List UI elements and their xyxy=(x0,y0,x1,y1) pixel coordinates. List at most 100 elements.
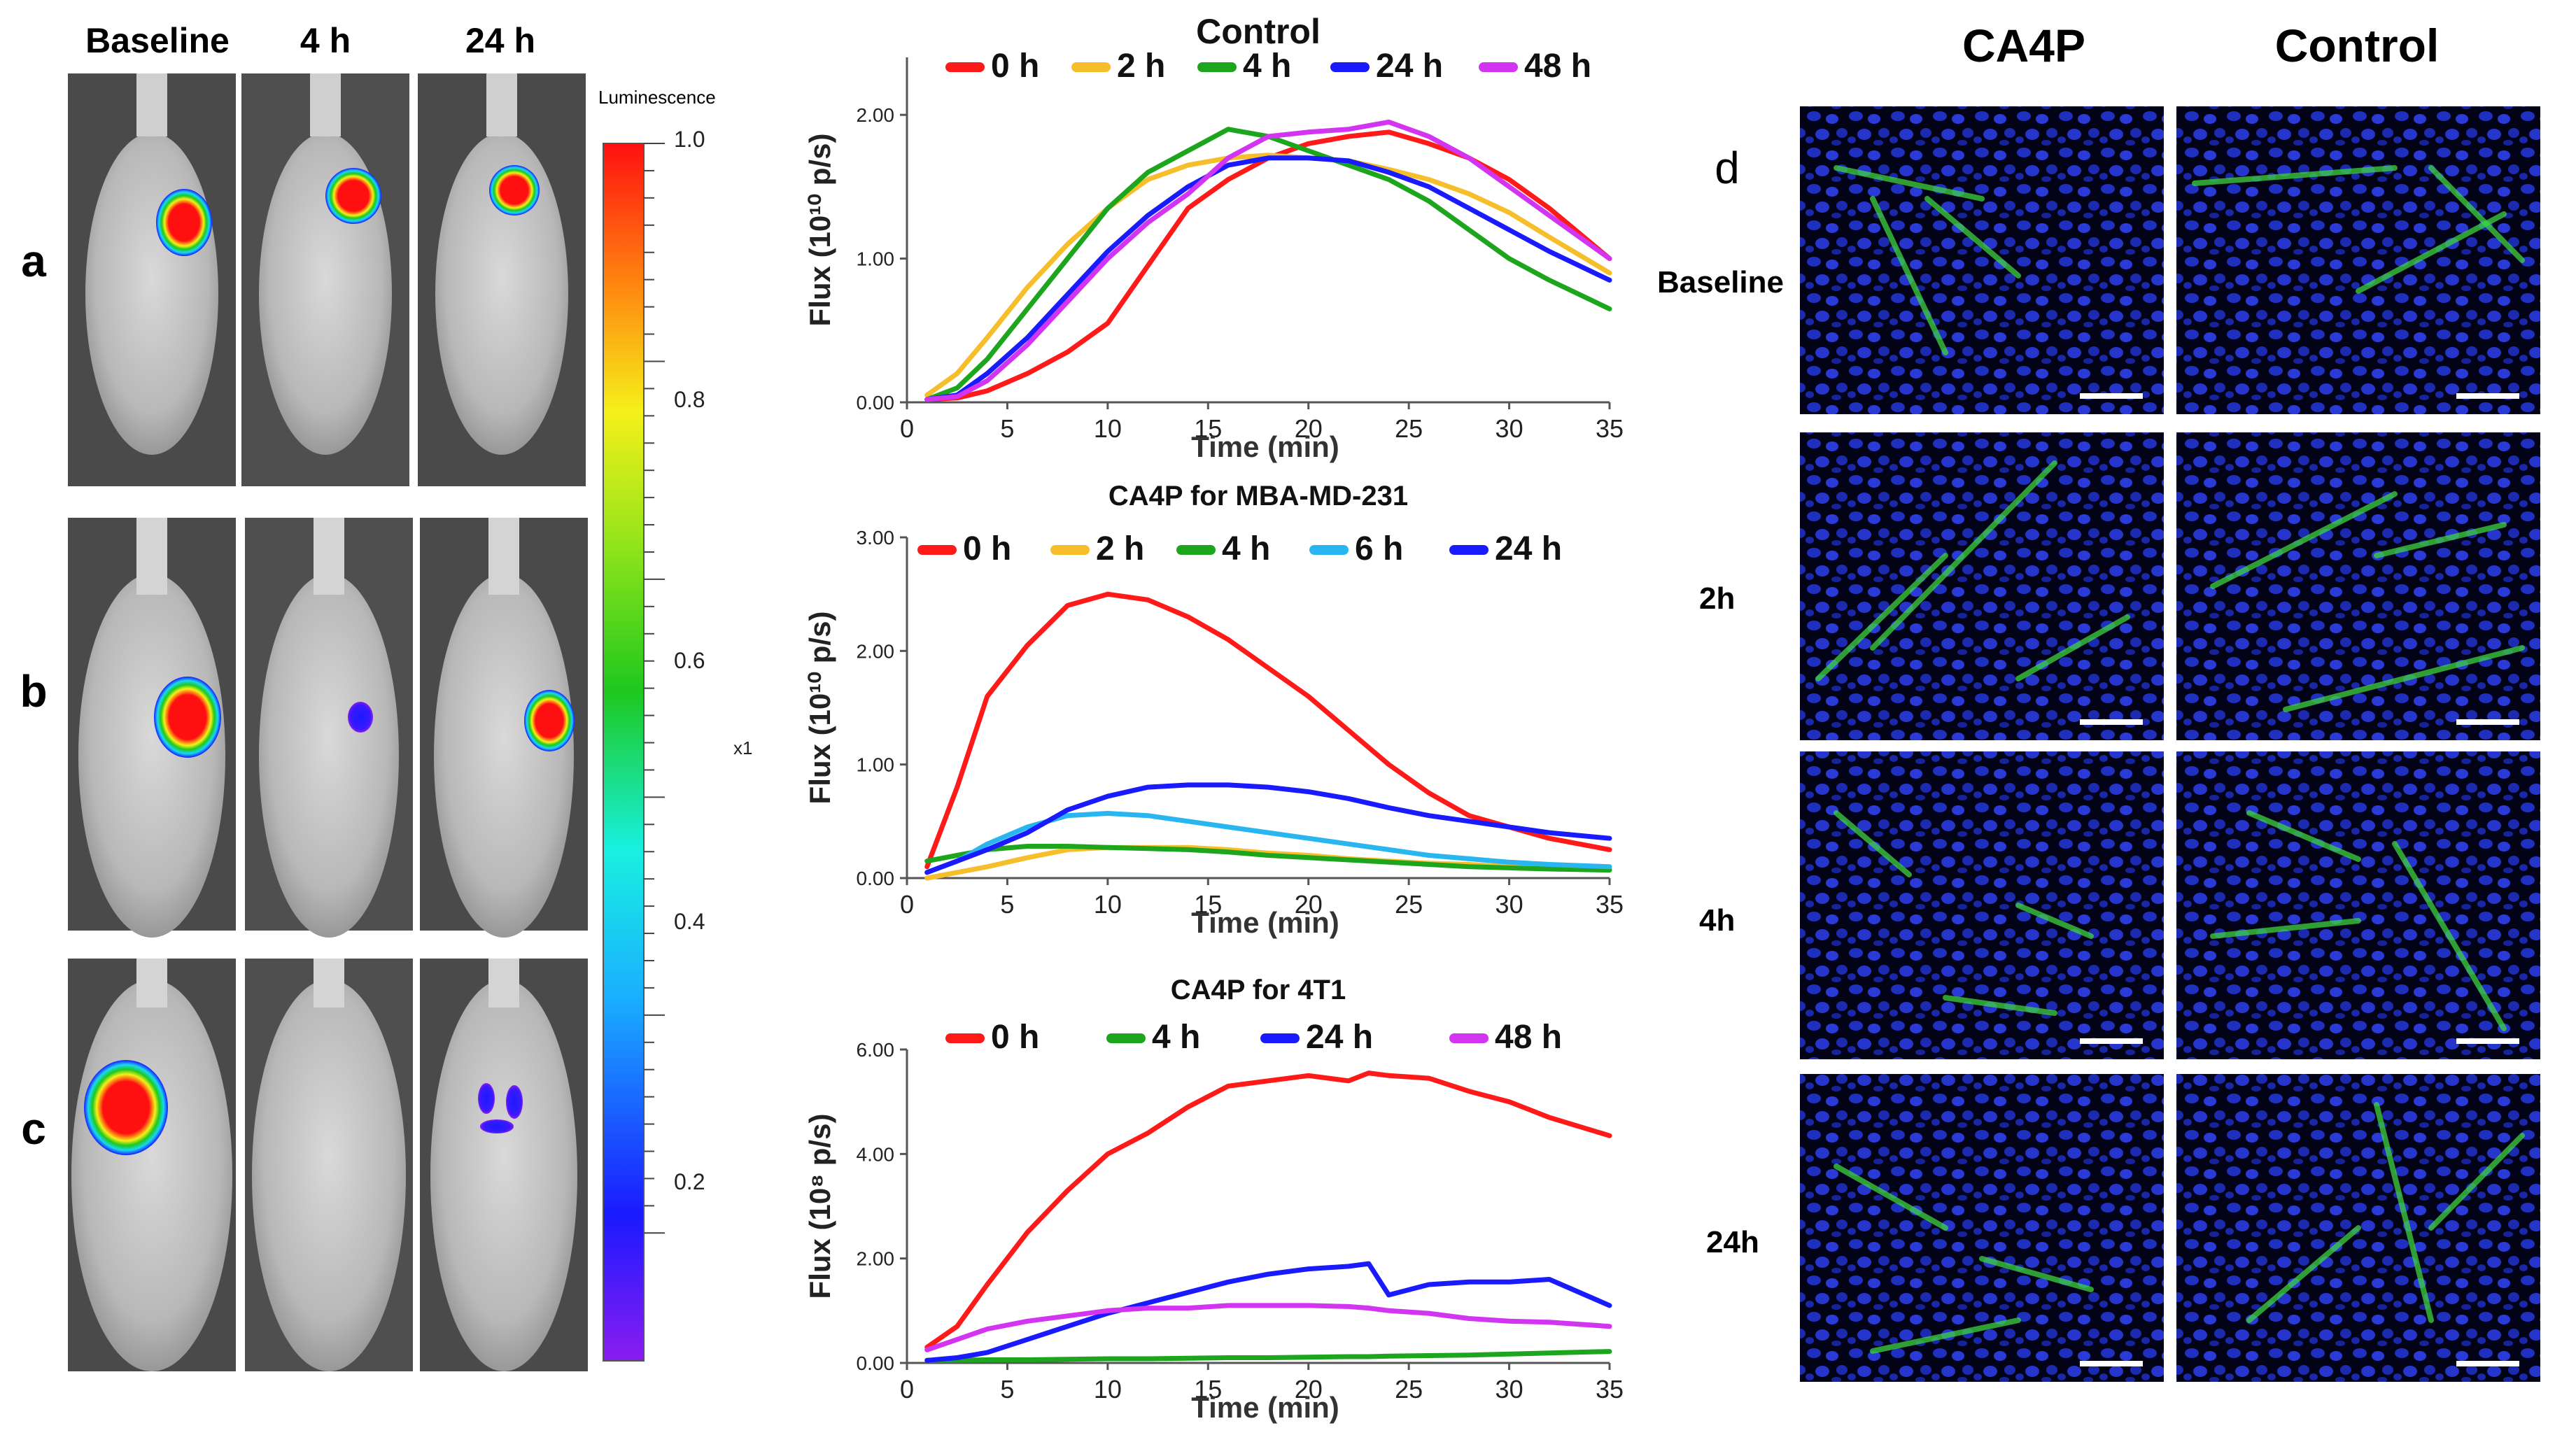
x-tick-label: 10 xyxy=(1094,890,1122,919)
x-tick-label: 0 xyxy=(900,414,914,443)
x-tick-label: 10 xyxy=(1094,1375,1122,1404)
legend-label: 0 h xyxy=(991,1019,1039,1056)
x-tick-label: 30 xyxy=(1495,414,1523,443)
series-line-4h xyxy=(924,844,1612,873)
series-line-48h xyxy=(924,119,1612,402)
row-label-2h: 2h xyxy=(1699,581,1735,616)
mouse-image-a-baseline xyxy=(68,73,236,486)
x-tick-label: 5 xyxy=(1000,414,1014,443)
series-line-24h xyxy=(924,1261,1612,1363)
x-tick-label: 0 xyxy=(900,890,914,919)
y-tick-label: 1.00 xyxy=(857,754,895,776)
chart-title: CA4P for 4T1 xyxy=(1171,975,1346,1005)
y-axis-label: Flux (10⁸ p/s) xyxy=(803,1114,836,1299)
colorbar-tick-0.4: 0.4 xyxy=(674,909,705,934)
scale-bar xyxy=(2456,1038,2519,1044)
x-tick-label: 35 xyxy=(1596,1375,1624,1404)
y-tick-label: 0.00 xyxy=(857,868,895,889)
mouse-image-a-4h xyxy=(241,73,409,486)
x-tick-label: 20 xyxy=(1295,414,1323,443)
mouse-image-a-24h xyxy=(418,73,586,486)
y-tick-label: 4.00 xyxy=(857,1143,895,1165)
legend-label: 24 h xyxy=(1376,48,1443,85)
legend-label: 4 h xyxy=(1222,530,1270,567)
legend-label: 24 h xyxy=(1306,1019,1373,1056)
luminescence-colorbar: Luminescence 1.0 0.8 0.6 0.4 0.2 x1 xyxy=(598,87,752,1362)
column-label-24h: 24 h xyxy=(465,21,535,60)
chart-1: Control 0.00 1.00 2.00 0 5 10 15 20 25 30 35 Time (m… xyxy=(803,12,1624,463)
colorbar-tick-0.2: 0.2 xyxy=(674,1169,705,1194)
x-tick-label: 30 xyxy=(1495,890,1523,919)
row-label-4h: 4h xyxy=(1699,903,1735,938)
flux-charts: Control 0.00 1.00 2.00 0 5 10 15 20 25 30 35 Time (m… xyxy=(803,12,1624,1424)
y-tick-label: 2.00 xyxy=(857,1248,895,1270)
x-tick-label: 15 xyxy=(1194,1375,1222,1404)
x-tick-label: 35 xyxy=(1596,414,1624,443)
y-tick-label: 2.00 xyxy=(857,104,895,126)
micrograph-r2-c1 xyxy=(1800,432,2164,740)
legend-label: 6 h xyxy=(1355,530,1403,567)
series-line-24h xyxy=(924,782,1612,875)
x-tick-label: 25 xyxy=(1395,414,1423,443)
x-tick-label: 5 xyxy=(1000,1375,1014,1404)
micrograph-r3-c2 xyxy=(2176,751,2540,1059)
mouse-image-c-24h xyxy=(420,959,588,1371)
series-line-24h xyxy=(924,155,1612,402)
row-label-c: c xyxy=(21,1103,46,1154)
x-tick-label: 20 xyxy=(1295,890,1323,919)
micrograph-grid xyxy=(1800,106,2540,1382)
stray-label: x1 xyxy=(733,737,752,758)
column-label-baseline: Baseline xyxy=(85,21,230,60)
immunofluorescence-panel: CA4P Control d Baseline 2h 4h 24h xyxy=(1657,20,2540,1382)
micrograph-r4-c2 xyxy=(2176,1074,2540,1382)
scale-bar xyxy=(2080,1038,2143,1044)
x-axis-label: Time (min) xyxy=(1191,430,1339,463)
series-line-0h xyxy=(924,1070,1612,1350)
x-tick-label: 15 xyxy=(1194,890,1222,919)
x-tick-label: 10 xyxy=(1094,414,1122,443)
scale-bar xyxy=(2456,719,2519,725)
scale-bar xyxy=(2456,1361,2519,1366)
x-tick-label: 15 xyxy=(1194,414,1222,443)
column-label-ca4p: CA4P xyxy=(1962,20,2085,71)
mouse-image-b-4h xyxy=(245,518,413,938)
y-tick-label: 3.00 xyxy=(857,527,895,549)
x-tick-label: 25 xyxy=(1395,890,1423,919)
series-line-4h xyxy=(924,1349,1612,1363)
mouse-image-b-24h xyxy=(420,518,588,938)
y-tick-label: 1.00 xyxy=(857,248,895,270)
x-tick-label: 0 xyxy=(900,1375,914,1404)
scale-bar xyxy=(2456,393,2519,399)
chart-2: CA4P for MBA-MD-231 0.00 1.00 2.00 3.00 0 5 10 1… xyxy=(803,481,1624,939)
x-tick-label: 20 xyxy=(1295,1375,1323,1404)
colorbar-tick-0.6: 0.6 xyxy=(674,648,705,673)
legend-label: 2 h xyxy=(1096,530,1144,567)
micrograph-r3-c1 xyxy=(1800,751,2164,1059)
legend-label: 0 h xyxy=(963,530,1011,567)
column-label-control: Control xyxy=(2275,20,2440,71)
micrograph-r1-c1 xyxy=(1800,106,2164,414)
scale-bar xyxy=(2080,719,2143,725)
colorbar-tick-1.0: 1.0 xyxy=(674,127,705,152)
panel-letter-d: d xyxy=(1715,143,1740,193)
chart-title: Control xyxy=(1196,12,1321,51)
row-label-b: b xyxy=(20,666,47,716)
micrograph-r2-c2 xyxy=(2176,432,2540,740)
legend-label: 48 h xyxy=(1524,48,1591,85)
colorbar-tick-0.8: 0.8 xyxy=(674,387,705,412)
colorbar-minor-ticks xyxy=(644,143,665,1234)
y-axis-label: Flux (10¹⁰ p/s) xyxy=(803,612,836,805)
chart-3: CA4P for 4T1 0.00 2.00 4.00 6.00 0 5 10 15 20 25 30… xyxy=(803,975,1624,1424)
y-tick-label: 0.00 xyxy=(857,1352,895,1374)
column-label-4h: 4 h xyxy=(300,21,351,60)
legend-label: 2 h xyxy=(1117,48,1165,85)
x-tick-label: 35 xyxy=(1596,890,1624,919)
x-tick-label: 30 xyxy=(1495,1375,1523,1404)
legend-label: 48 h xyxy=(1495,1019,1562,1056)
bioluminescence-panel: Baseline 4 h 24 h a b c xyxy=(20,21,752,1371)
series-line-0h xyxy=(924,591,1612,870)
series-line-4h xyxy=(924,127,1612,402)
colorbar-title: Luminescence xyxy=(598,87,716,108)
micrograph-r4-c1 xyxy=(1800,1074,2164,1382)
